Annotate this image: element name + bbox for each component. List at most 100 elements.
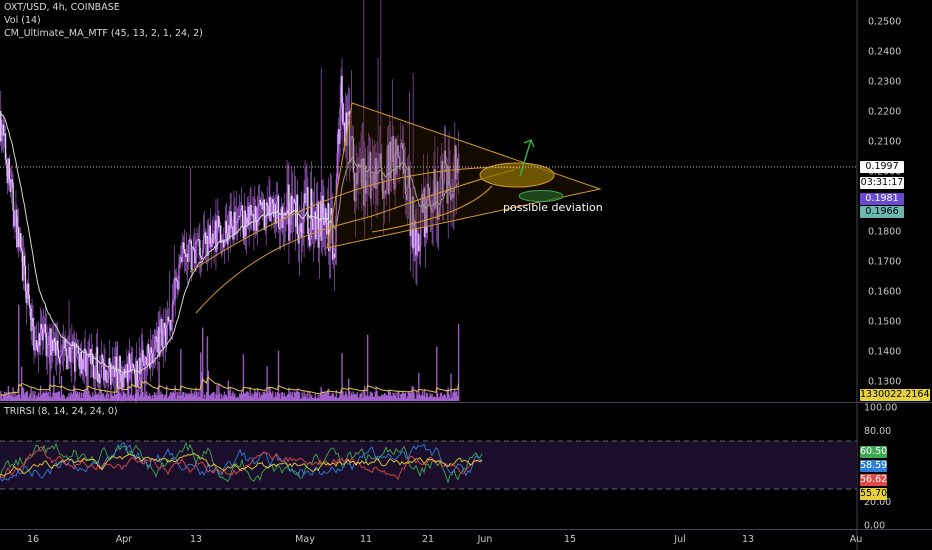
candle-body	[19, 233, 21, 247]
candle-body	[322, 195, 324, 218]
volume-bar	[71, 394, 73, 401]
volume-bar	[183, 396, 186, 401]
upper-arc-drawing[interactable]	[189, 166, 521, 273]
volume-bar	[188, 393, 191, 401]
candle-body	[256, 206, 259, 231]
price-tick-label: 0.2100	[868, 137, 901, 148]
volume-bar	[86, 392, 88, 401]
volume-bar	[75, 393, 78, 401]
candle-body	[146, 344, 149, 365]
volume-legend[interactable]: Vol (14)	[4, 15, 41, 26]
ma-legend[interactable]: CM_Ultimate_MA_MTF (45, 13, 2, 1, 24, 2)	[4, 28, 203, 39]
candle-body	[435, 206, 437, 209]
volume-bar	[410, 392, 412, 401]
volume-tag: 1330022.216483	[860, 389, 932, 401]
volume-bar	[265, 390, 267, 401]
candle-body	[281, 206, 284, 229]
volume-bar	[428, 396, 430, 401]
drawings[interactable]	[189, 102, 602, 314]
volume-bar	[422, 395, 425, 401]
volume-bar	[432, 397, 434, 401]
volume-bar	[281, 391, 284, 401]
volume-bar	[110, 392, 113, 401]
volume-bar	[365, 395, 368, 401]
candle-body	[183, 249, 186, 254]
candle-body	[154, 336, 156, 350]
rsi-series-line	[0, 452, 483, 477]
volume-bar	[438, 396, 441, 401]
candle-body	[88, 354, 90, 357]
up-arrow[interactable]	[519, 139, 535, 177]
candle-body	[36, 340, 38, 348]
volume-bar	[420, 394, 423, 401]
volume-bar	[350, 392, 353, 401]
price-tick-label: 0.2500	[868, 17, 901, 28]
inner-curve-drawing[interactable]	[371, 185, 493, 233]
volume-bar	[200, 352, 202, 401]
volume-bar	[389, 392, 392, 401]
candle-body	[42, 326, 45, 341]
volume-bar	[334, 396, 337, 401]
candle-body	[186, 253, 189, 262]
volume-bar	[235, 398, 237, 401]
candle-body	[15, 209, 17, 213]
volume-bar	[43, 393, 46, 401]
candle-body	[247, 206, 249, 225]
candle-body	[99, 377, 102, 384]
volume-bar	[220, 394, 223, 401]
candle-body	[24, 265, 27, 292]
volume-bar	[333, 397, 336, 401]
candle-body	[230, 211, 232, 229]
candle-body	[363, 158, 365, 206]
lower-arc-drawing[interactable]	[195, 169, 516, 314]
candle-body	[118, 356, 120, 389]
candle-body	[214, 220, 216, 238]
rsi-legend[interactable]: TRIRSI (8, 14, 24, 24, 0)	[4, 406, 118, 417]
volume-bar	[274, 396, 276, 401]
volume-bar	[360, 393, 362, 401]
volume-bar	[199, 397, 201, 401]
volume-bar	[366, 334, 369, 401]
candle-body	[134, 373, 137, 387]
target-ellipse[interactable]	[479, 162, 555, 188]
candle-body	[110, 364, 112, 385]
triangle-drawing[interactable]	[326, 102, 602, 249]
symbol-legend[interactable]: OXT/USD, 4h, COINBASE	[4, 2, 120, 13]
candle-body	[222, 239, 225, 248]
candle-body	[450, 195, 452, 200]
volume-bar	[63, 395, 65, 401]
candle-body	[364, 165, 366, 206]
time-axis[interactable]: 16 Apr 13 May 11 21 Jun 15 Jul 13 Au	[27, 534, 862, 545]
candle-body	[389, 141, 392, 179]
volume-bar	[178, 391, 180, 401]
candle-body	[396, 145, 398, 175]
volume-bar	[330, 395, 333, 401]
candle-body	[305, 193, 307, 204]
volume-bar	[275, 396, 278, 401]
volume-bar	[260, 393, 263, 401]
volume-bar	[348, 390, 351, 401]
volume-bar	[112, 395, 115, 401]
volume-bar	[100, 389, 102, 401]
rsi-tick-label: 20.00	[864, 497, 891, 508]
volume-bar	[89, 394, 91, 401]
candle-body	[310, 188, 313, 219]
volume-bar	[328, 396, 331, 401]
candle-body	[97, 373, 100, 382]
deviation-ellipse[interactable]	[518, 190, 564, 202]
volume-bar	[194, 394, 196, 401]
volume-bar	[290, 391, 292, 401]
volume-bar	[306, 398, 308, 401]
volume-bar	[274, 392, 277, 401]
volume-bar	[73, 385, 75, 401]
rsi-axis[interactable]: 100.00 80.00 20.00 0.00	[864, 403, 897, 532]
candle-body	[93, 378, 96, 380]
volume-bar	[363, 389, 365, 401]
candle-body	[272, 199, 274, 204]
candle-body	[263, 199, 265, 230]
volume-bar	[1, 398, 4, 401]
candle-body	[13, 210, 15, 227]
candle-body	[103, 362, 105, 381]
candle-body	[128, 353, 130, 383]
